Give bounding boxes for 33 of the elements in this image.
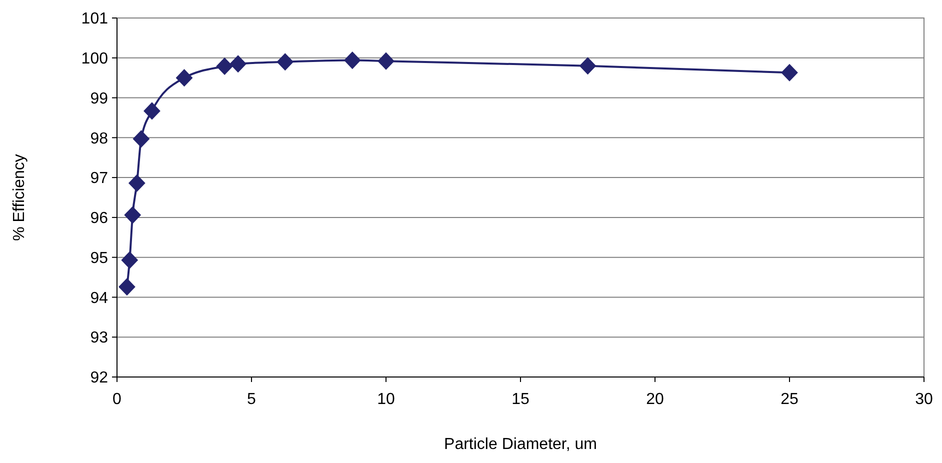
x-axis-title: Particle Diameter, um bbox=[444, 436, 597, 453]
y-tick-label: 96 bbox=[90, 210, 108, 228]
y-tick-label: 101 bbox=[81, 10, 108, 28]
point bbox=[276, 53, 294, 71]
point bbox=[216, 57, 234, 76]
point bbox=[781, 64, 798, 82]
point bbox=[121, 251, 138, 269]
point bbox=[124, 206, 142, 224]
point bbox=[176, 69, 193, 87]
x-tick-label: 20 bbox=[646, 391, 664, 408]
y-tick-label: 95 bbox=[90, 250, 108, 267]
y-axis-title: % Efficiency bbox=[11, 154, 28, 241]
y-tick-label: 97 bbox=[90, 170, 108, 188]
point bbox=[579, 57, 596, 75]
y-tick-label: 100 bbox=[81, 50, 108, 68]
y-tick-label: 98 bbox=[90, 130, 108, 148]
x-tick-label: 0 bbox=[112, 391, 122, 408]
y-tick-label: 94 bbox=[90, 290, 108, 307]
point bbox=[128, 174, 146, 192]
x-tick-label: 30 bbox=[915, 391, 933, 408]
x-tick-label: 25 bbox=[780, 391, 798, 408]
point bbox=[344, 52, 361, 70]
point bbox=[118, 278, 136, 296]
point bbox=[378, 52, 394, 70]
point bbox=[230, 55, 247, 73]
y-tick-label: 99 bbox=[90, 90, 108, 108]
point bbox=[144, 102, 160, 120]
x-tick-label: 10 bbox=[377, 391, 395, 408]
y-tick-label: 93 bbox=[90, 330, 108, 347]
x-tick-label: 5 bbox=[247, 391, 256, 408]
y-tick-label: 92 bbox=[90, 370, 108, 387]
x-tick-label: 15 bbox=[512, 391, 530, 408]
point bbox=[132, 130, 150, 148]
